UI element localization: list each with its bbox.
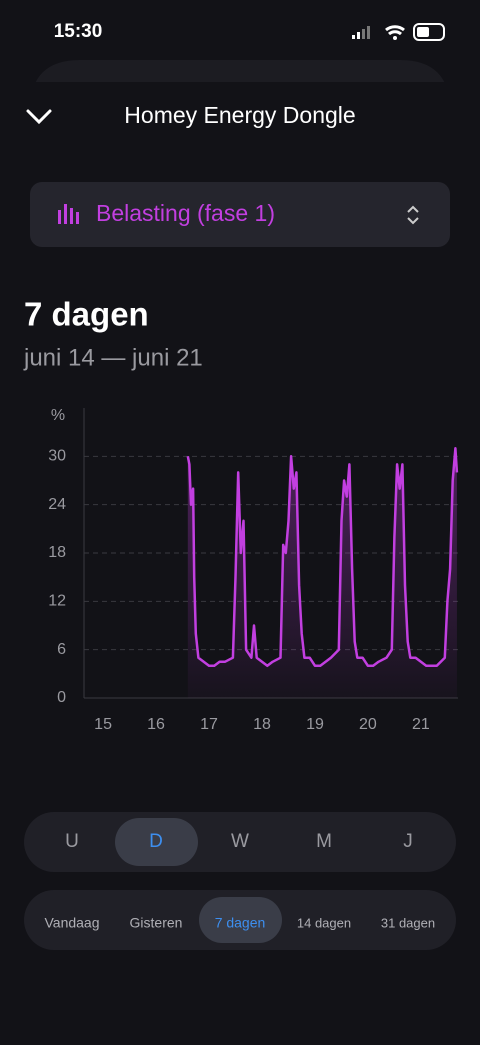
back-chevron[interactable] [26,109,52,125]
x-tick-label: 17 [200,716,218,733]
interval-selected [115,818,198,866]
range-tab[interactable]: Gisteren [130,915,183,931]
y-tick-label: 12 [48,593,66,610]
y-tick-label: 30 [48,448,66,465]
interval-tab[interactable]: W [231,831,249,852]
y-tick-label: 24 [48,496,66,513]
interval-tab[interactable]: J [403,831,413,852]
chart: 0 6 12 18 24 30 15 16 17 18 19 20 21 [48,408,459,733]
header-title: Homey Energy Dongle [124,102,355,128]
x-tick-label: 19 [306,716,324,733]
selector-arrows [407,205,419,225]
range-tab[interactable]: 31 dagen [381,915,435,930]
x-tick-label: 16 [147,716,165,733]
y-tick-label: 0 [57,689,66,706]
range-selected [199,897,282,943]
interval-tab[interactable]: D [149,831,163,852]
y-tick-label: 18 [48,544,66,561]
line-area [187,448,457,698]
period-range: juni 14 — juni 21 [23,344,203,371]
line [186,447,459,668]
status-icons [352,23,445,41]
selector[interactable] [30,182,450,247]
status-time: 15:30 [54,21,103,42]
range-tab[interactable]: Vandaag [44,915,99,931]
x-tick-label: 21 [412,716,430,733]
y-axis-label: % [51,407,65,424]
x-tick-label: 20 [359,716,377,733]
range-tab[interactable]: 7 dagen [215,915,266,931]
y-tick-label: 6 [57,641,66,658]
selector-label: Belasting (fase 1) [96,200,275,226]
x-tick-label: 15 [94,716,112,733]
period-title: 7 dagen [24,296,149,333]
range-tab[interactable]: 14 dagen [297,915,351,930]
interval-tab[interactable]: M [316,831,332,852]
x-tick-label: 18 [253,716,271,733]
selector-icon [58,204,79,224]
interval-tab[interactable]: U [65,831,79,852]
